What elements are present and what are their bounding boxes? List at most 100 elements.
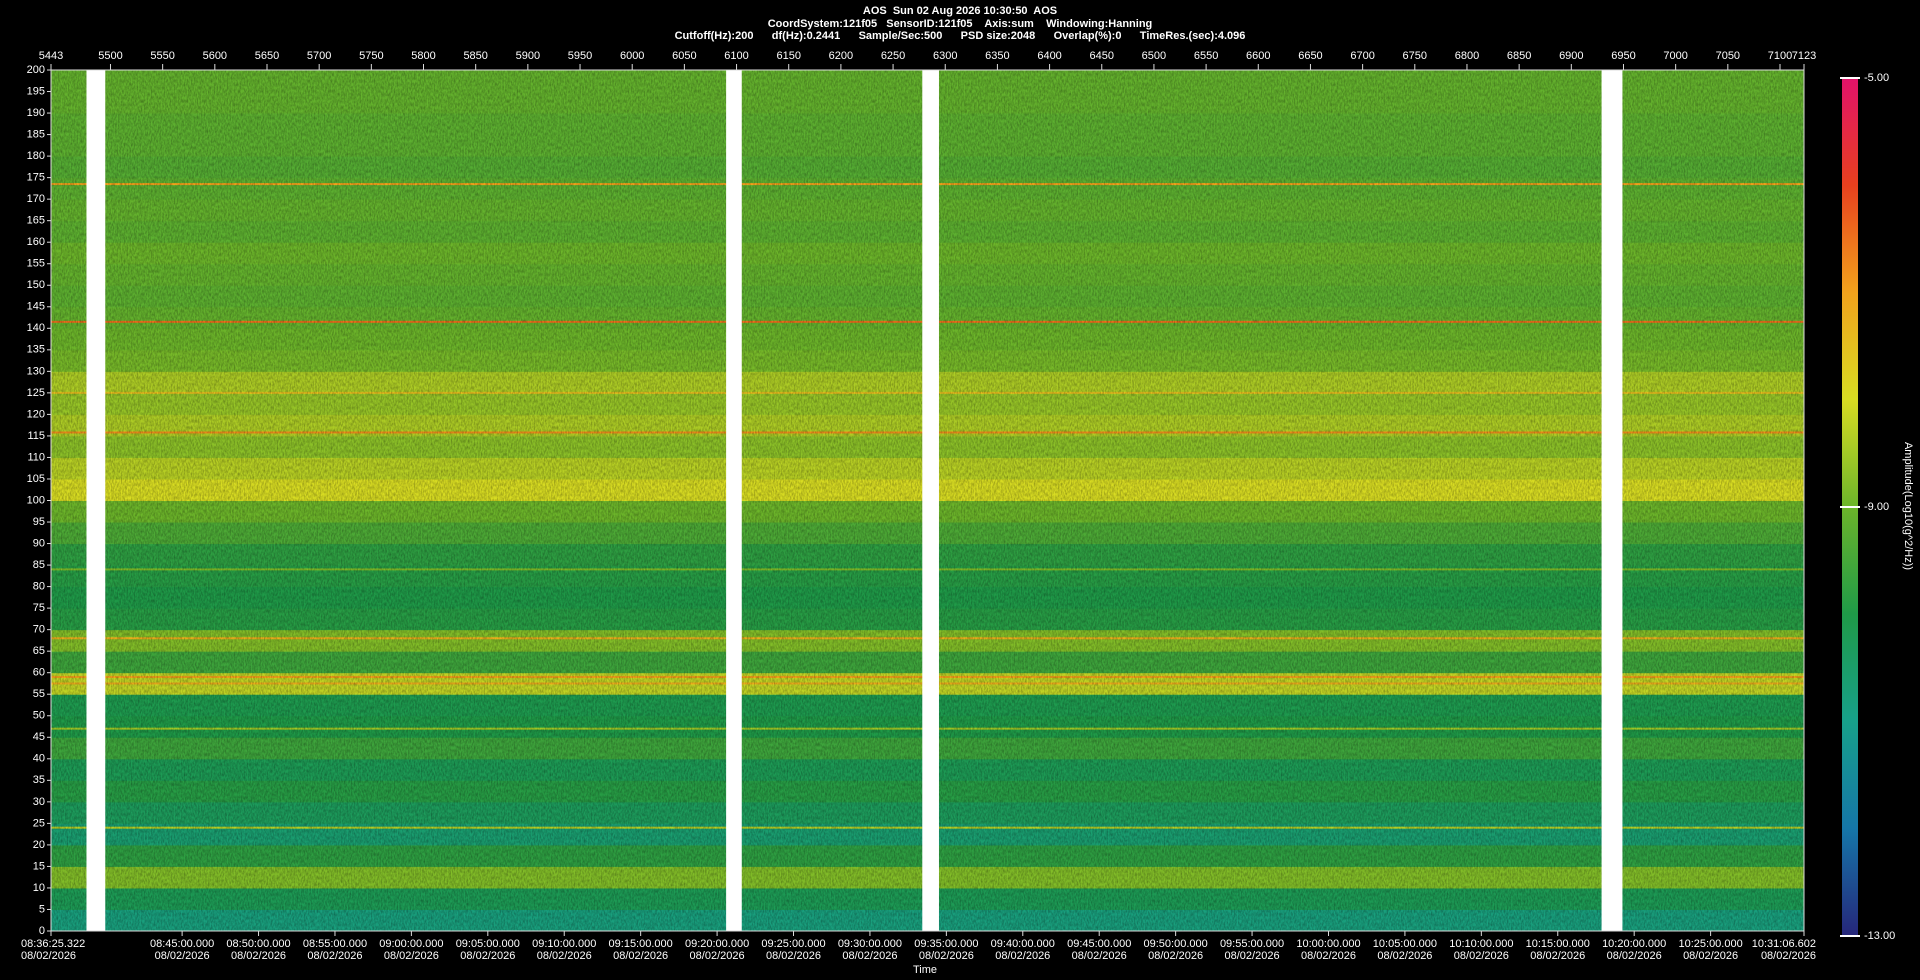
y-tick-label: 75 xyxy=(33,602,45,614)
y-tick-label: 165 xyxy=(27,215,45,227)
x-tick-label: 6650 xyxy=(1298,50,1322,62)
date-label: 08/02/2026 xyxy=(690,950,745,962)
date-label: 08/02/2026 xyxy=(231,950,286,962)
x-tick-label: 7050 xyxy=(1716,50,1740,62)
date-label: 08/02/2026 xyxy=(1148,950,1203,962)
y-tick-label: 170 xyxy=(27,193,45,205)
x-tick-label: 7100 xyxy=(1768,50,1792,62)
time-tick-label: 09:20:00.000 xyxy=(685,938,749,950)
x-tick-label: 6750 xyxy=(1403,50,1427,62)
y-tick-label: 20 xyxy=(33,839,45,851)
time-tick-label: 09:15:00.000 xyxy=(609,938,673,950)
x-tick-label: 5700 xyxy=(307,50,331,62)
y-tick-label: 50 xyxy=(33,710,45,722)
time-tick-label: 09:50:00.000 xyxy=(1144,938,1208,950)
date-label: 08/02/2026 xyxy=(1683,950,1738,962)
date-label: 08/02/2026 xyxy=(1607,950,1662,962)
x-tick-label: 5900 xyxy=(516,50,540,62)
x-tick-label: 6500 xyxy=(1142,50,1166,62)
x-tick-label: 6050 xyxy=(672,50,696,62)
date-label: 08/02/2026 xyxy=(1225,950,1280,962)
x-tick-label: 5600 xyxy=(203,50,227,62)
y-tick-label: 185 xyxy=(27,128,45,140)
data-gap xyxy=(922,70,939,931)
y-tick-label: 100 xyxy=(27,494,45,506)
y-tick-label: 55 xyxy=(33,688,45,700)
time-tick-label: 10:10:00.000 xyxy=(1449,938,1513,950)
x-tick-label: 6550 xyxy=(1194,50,1218,62)
y-tick-label: 45 xyxy=(33,731,45,743)
time-tick-label: 10:05:00.000 xyxy=(1373,938,1437,950)
x-tick-label: 5800 xyxy=(411,50,435,62)
y-tick-label: 90 xyxy=(33,537,45,549)
x-tick-label: 6450 xyxy=(1090,50,1114,62)
y-tick-label: 135 xyxy=(27,344,45,356)
colorbar-label: Amplitude(Log10(g^2/Hz)) xyxy=(1902,442,1914,570)
data-gap xyxy=(86,70,106,931)
y-tick-label: 190 xyxy=(27,107,45,119)
time-tick-label: 09:40:00.000 xyxy=(991,938,1055,950)
x-tick-label: 6400 xyxy=(1037,50,1061,62)
y-tick-label: 155 xyxy=(27,258,45,270)
time-tick-label: 08:36:25.322 xyxy=(21,938,85,950)
x-tick-label: 7000 xyxy=(1663,50,1687,62)
colorbar-tick-label: -5.00 xyxy=(1864,72,1889,84)
date-label: 08/02/2026 xyxy=(537,950,592,962)
y-tick-label: 200 xyxy=(27,64,45,76)
y-tick-label: 70 xyxy=(33,624,45,636)
x-tick-label: 5443 xyxy=(39,50,63,62)
date-label: 08/02/2026 xyxy=(842,950,897,962)
y-tick-label: 180 xyxy=(27,150,45,162)
date-label: 08/02/2026 xyxy=(1454,950,1509,962)
x-tick-label: 6150 xyxy=(776,50,800,62)
x-tick-label: 6700 xyxy=(1350,50,1374,62)
y-tick-label: 140 xyxy=(27,322,45,334)
time-tick-label: 09:35:00.000 xyxy=(914,938,978,950)
y-tick-label: 10 xyxy=(33,882,45,894)
time-tick-label: 08:50:00.000 xyxy=(226,938,290,950)
y-tick-label: 175 xyxy=(27,172,45,184)
time-tick-label: 09:30:00.000 xyxy=(838,938,902,950)
y-tick-label: 145 xyxy=(27,301,45,313)
chart-title: AOS Sun 02 Aug 2026 10:30:50 AOS xyxy=(863,5,1057,17)
date-label: 08/02/2026 xyxy=(995,950,1050,962)
y-tick-label: 30 xyxy=(33,796,45,808)
x-tick-label: 6100 xyxy=(724,50,748,62)
x-tick-label: 6850 xyxy=(1507,50,1531,62)
y-tick-label: 15 xyxy=(33,860,45,872)
time-tick-label: 09:55:00.000 xyxy=(1220,938,1284,950)
time-tick-label: 09:25:00.000 xyxy=(761,938,825,950)
time-tick-label: 09:00:00.000 xyxy=(379,938,443,950)
y-tick-label: 35 xyxy=(33,774,45,786)
x-axis-label: Time xyxy=(913,964,937,976)
date-label: 08/02/2026 xyxy=(1377,950,1432,962)
time-tick-label: 10:25:00.000 xyxy=(1678,938,1742,950)
x-tick-label: 6600 xyxy=(1246,50,1270,62)
time-tick-label: 10:00:00.000 xyxy=(1296,938,1360,950)
x-tick-label: 5950 xyxy=(568,50,592,62)
x-tick-label: 6300 xyxy=(933,50,957,62)
y-tick-label: 195 xyxy=(27,85,45,97)
data-gap xyxy=(1601,70,1623,931)
y-tick-label: 40 xyxy=(33,753,45,765)
date-label: 08/02/2026 xyxy=(919,950,974,962)
x-tick-label: 6900 xyxy=(1559,50,1583,62)
heatmap xyxy=(51,70,1804,931)
time-tick-label: 09:45:00.000 xyxy=(1067,938,1131,950)
y-tick-label: 110 xyxy=(27,451,45,463)
time-tick-label: 10:31:06.602 xyxy=(1752,938,1816,950)
time-tick-label: 08:45:00.000 xyxy=(150,938,214,950)
x-tick-label: 6950 xyxy=(1611,50,1635,62)
x-tick-label: 5850 xyxy=(463,50,487,62)
y-tick-label: 80 xyxy=(33,581,45,593)
date-label: 08/02/2026 xyxy=(460,950,515,962)
date-label: 08/02/2026 xyxy=(1761,950,1816,962)
date-label: 08/02/2026 xyxy=(1072,950,1127,962)
data-gap xyxy=(726,70,742,931)
colorbar-tick-label: -13.00 xyxy=(1864,930,1895,942)
y-tick-label: 60 xyxy=(33,667,45,679)
y-tick-label: 85 xyxy=(33,559,45,571)
y-tick-label: 25 xyxy=(33,817,45,829)
